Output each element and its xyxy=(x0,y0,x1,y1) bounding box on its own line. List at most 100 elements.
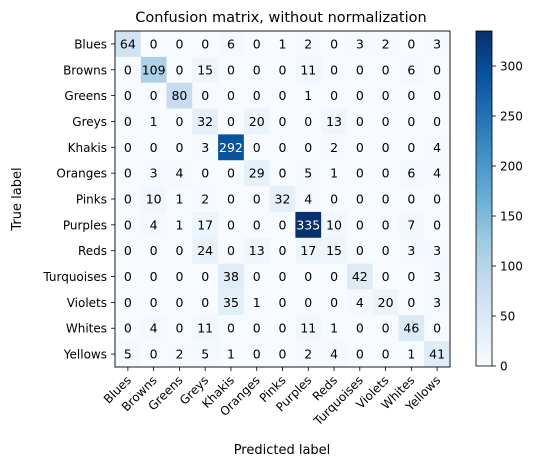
cell-value-label: 0 xyxy=(279,88,287,103)
heatmap-cell xyxy=(295,56,322,84)
heatmap-cell xyxy=(424,263,451,290)
heatmap-cell xyxy=(166,108,193,135)
heatmap-cell xyxy=(372,237,399,265)
cell-value-label: 0 xyxy=(227,88,235,103)
heatmap-cell xyxy=(192,186,219,213)
heatmap-cell xyxy=(398,108,425,135)
cell-value-label: 1 xyxy=(407,347,415,362)
heatmap-cell xyxy=(140,341,167,368)
cell-value-label: 0 xyxy=(304,114,312,129)
cell-value-label: 0 xyxy=(124,243,132,258)
cell-value-label: 38 xyxy=(223,269,239,284)
heatmap-cell xyxy=(115,263,142,290)
heatmap-cell xyxy=(424,289,451,316)
cell-value-label: 0 xyxy=(124,217,132,232)
heatmap-cell xyxy=(398,31,425,58)
cell-value-label: 0 xyxy=(382,140,390,155)
cell-value-label: 0 xyxy=(330,88,338,103)
cell-value-label: 0 xyxy=(201,166,209,181)
heatmap-cell xyxy=(243,108,271,135)
heatmap-cell xyxy=(295,186,322,213)
heatmap-cell xyxy=(115,211,142,239)
heatmap-cell xyxy=(192,237,219,265)
cell-value-label: 0 xyxy=(407,140,415,155)
y-axis-ticks: Blues Browns Greens Greys Khakis Oranges Pinks… xyxy=(42,37,115,362)
heatmap-cell xyxy=(243,341,271,368)
heatmap-cell xyxy=(295,134,322,161)
cell-value-label: 2 xyxy=(382,36,390,51)
cell-value-label: 4 xyxy=(433,166,441,181)
heatmap-cell xyxy=(269,237,296,265)
heatmap-cell xyxy=(398,315,425,342)
heatmap-cell xyxy=(140,31,167,58)
heatmap-cell xyxy=(398,134,425,161)
cell-value-label: 13 xyxy=(326,114,342,129)
heatmap-cell xyxy=(321,82,348,109)
heatmap-cell xyxy=(192,108,219,135)
cell-value-label: 46 xyxy=(403,321,419,336)
heatmap-cell xyxy=(115,237,142,265)
y-tick-label: Purples xyxy=(63,218,107,232)
cell-value-label: 109 xyxy=(142,62,166,77)
cell-value-label: 0 xyxy=(407,114,415,129)
heatmap-cell xyxy=(295,82,322,109)
chart-title: Confusion matrix, without normalization xyxy=(135,10,426,26)
heatmap-cell xyxy=(346,160,374,187)
cell-value-label: 0 xyxy=(253,321,261,336)
heatmap-cell xyxy=(269,341,296,368)
heatmap-cell xyxy=(243,263,271,290)
colorbar-tick-label: 300 xyxy=(500,60,523,74)
heatmap-cell xyxy=(218,56,245,84)
heatmap-cell xyxy=(398,186,425,213)
heatmap-cell xyxy=(269,31,296,58)
cell-value-label: 0 xyxy=(279,321,287,336)
cell-value-label: 0 xyxy=(279,140,287,155)
cell-value-label: 64 xyxy=(120,36,136,51)
cell-value-label: 0 xyxy=(201,269,209,284)
cell-value-label: 3 xyxy=(201,140,209,155)
cell-value-label: 0 xyxy=(382,347,390,362)
heatmap-cell xyxy=(424,315,451,342)
heatmap-cell xyxy=(372,56,399,84)
cell-value-label: 0 xyxy=(124,88,132,103)
cell-value-label: 0 xyxy=(227,192,235,207)
heatmap-cell xyxy=(166,31,193,58)
cell-value-label: 13 xyxy=(249,243,265,258)
cell-value-label: 0 xyxy=(175,295,183,310)
cell-value-label: 0 xyxy=(356,321,364,336)
heatmap-cell xyxy=(243,56,271,84)
heatmap-cell xyxy=(192,82,219,109)
cell-value-label: 1 xyxy=(253,295,261,310)
cell-value-label: 1 xyxy=(175,217,183,232)
heatmap-cell xyxy=(321,289,348,316)
cell-value-label: 0 xyxy=(150,140,158,155)
cell-value-label: 0 xyxy=(330,295,338,310)
cell-value-label: 4 xyxy=(175,166,183,181)
cell-value-label: 0 xyxy=(227,114,235,129)
heatmap-cell xyxy=(321,315,348,342)
heatmap-cell xyxy=(346,134,374,161)
cell-value-label: 0 xyxy=(175,269,183,284)
cell-value-label: 0 xyxy=(433,217,441,232)
heatmap-cell xyxy=(115,160,142,187)
cell-value-label: 10 xyxy=(146,192,162,207)
heatmap-cell xyxy=(346,237,374,265)
cell-value-label: 0 xyxy=(124,295,132,310)
cell-value-label: 0 xyxy=(227,243,235,258)
heatmap-cell xyxy=(192,56,219,84)
cell-value-label: 0 xyxy=(356,88,364,103)
y-tick-label: Violets xyxy=(67,296,107,310)
cell-value-label: 1 xyxy=(330,321,338,336)
heatmap-cell xyxy=(424,341,451,368)
heatmap-cell xyxy=(372,186,399,213)
cell-value-label: 0 xyxy=(175,36,183,51)
cell-value-label: 0 xyxy=(356,217,364,232)
cell-value-label: 3 xyxy=(433,36,441,51)
heatmap-cell xyxy=(192,341,219,368)
y-tick-label: Greys xyxy=(72,115,107,129)
heatmap-cell xyxy=(398,289,425,316)
heatmap-cell xyxy=(321,263,348,290)
heatmap-cell xyxy=(295,289,322,316)
cell-value-label: 0 xyxy=(279,269,287,284)
